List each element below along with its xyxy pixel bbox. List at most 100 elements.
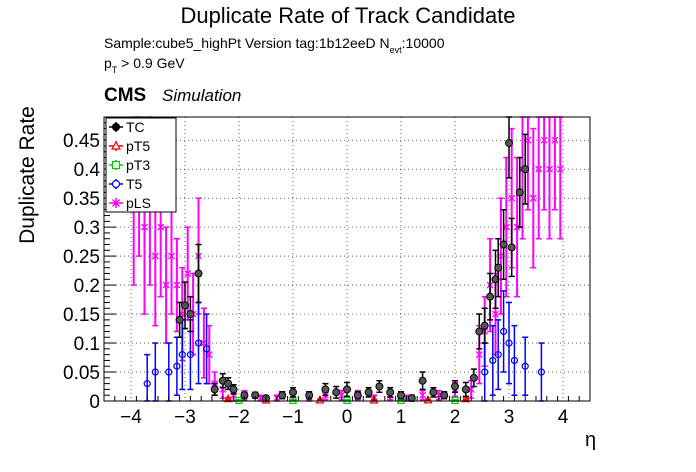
pt-symbol: p xyxy=(104,55,112,71)
legend-label: TC xyxy=(126,119,145,135)
legend-entry-t5: T5 xyxy=(109,176,143,192)
legend-entry-tc: TC xyxy=(109,119,145,135)
y-tick-label: 0.25 xyxy=(63,247,100,268)
data-point xyxy=(494,351,502,359)
data-point xyxy=(521,362,529,370)
data-point xyxy=(551,136,559,144)
data-point xyxy=(181,301,189,310)
data-point xyxy=(173,362,181,370)
data-point xyxy=(235,396,243,405)
x-tick-label: 1 xyxy=(396,407,407,428)
y-axis-label: Duplicate Rate xyxy=(16,106,39,244)
data-point xyxy=(556,165,564,173)
data-point xyxy=(429,388,438,397)
data-point xyxy=(364,388,373,397)
plot-frame xyxy=(103,116,591,402)
data-point xyxy=(481,368,489,376)
data-point xyxy=(278,391,287,400)
y-tick-label: 0 xyxy=(89,392,100,413)
data-point xyxy=(289,388,297,397)
data-point xyxy=(451,382,459,391)
data-point xyxy=(419,391,427,399)
data-point xyxy=(480,321,489,330)
legend-marker xyxy=(112,123,120,131)
x-tick-label: −2 xyxy=(228,407,250,428)
data-point xyxy=(184,270,192,277)
legend-label: T5 xyxy=(126,176,143,192)
legend-marker xyxy=(110,140,122,150)
y-tick-label: 0.4 xyxy=(74,160,101,181)
data-point xyxy=(418,376,427,385)
data-point xyxy=(175,315,184,324)
y-tick-label: 0.3 xyxy=(74,218,100,239)
nevt-value: :10000 xyxy=(402,35,445,51)
cms-label: CMS xyxy=(104,85,146,106)
data-marks xyxy=(130,116,564,405)
data-point xyxy=(224,379,233,388)
data-point xyxy=(165,368,173,376)
data-point xyxy=(451,396,459,405)
y-tick-label: 0.15 xyxy=(63,305,100,326)
data-point xyxy=(157,223,165,231)
data-point xyxy=(203,345,211,353)
data-point xyxy=(515,188,524,197)
data-point xyxy=(168,252,175,260)
data-point xyxy=(194,269,203,278)
data-point xyxy=(540,136,548,144)
data-point xyxy=(407,394,416,403)
legend-entry-pt5: pT5 xyxy=(109,138,150,154)
x-tick-label: 3 xyxy=(504,407,515,428)
data-point xyxy=(321,385,330,394)
data-point xyxy=(505,339,513,347)
data-point xyxy=(229,385,238,394)
pt-subscript: T xyxy=(112,65,118,75)
data-point xyxy=(186,351,194,359)
data-point xyxy=(492,310,499,318)
y-tick-label: 0.1 xyxy=(74,334,100,355)
pt-cut-label: pT > 0.9 GeV xyxy=(104,55,185,75)
data-point xyxy=(475,351,483,359)
x-tick-label: 0 xyxy=(342,407,353,428)
data-point xyxy=(386,388,395,397)
series-tc xyxy=(175,116,530,403)
pt-cut-value: > 0.9 GeV xyxy=(117,55,185,71)
data-point xyxy=(521,165,530,174)
data-point xyxy=(535,165,543,173)
y-tick-label: 0.35 xyxy=(63,189,100,210)
data-point xyxy=(343,385,351,394)
x-tick-label: −1 xyxy=(282,407,304,428)
data-point xyxy=(499,240,508,249)
legend-entry-pt3: pT3 xyxy=(109,157,150,173)
data-point xyxy=(489,356,497,365)
data-point xyxy=(546,165,553,173)
data-point xyxy=(194,339,203,347)
data-point xyxy=(423,395,433,404)
data-point xyxy=(143,380,151,388)
data-point xyxy=(151,252,159,260)
data-point xyxy=(461,393,471,403)
legend-marker xyxy=(111,160,121,170)
legend-marker xyxy=(111,179,121,189)
data-point xyxy=(151,368,159,376)
sample-text: Sample:cube5_highPt Version tag:1b12eeD … xyxy=(104,35,390,51)
legend-label: pLS xyxy=(126,195,151,211)
data-point xyxy=(507,243,516,252)
data-point xyxy=(500,327,508,336)
sample-label: Sample:cube5_highPt Version tag:1b12eeD … xyxy=(104,35,445,55)
data-point xyxy=(375,382,384,391)
data-point xyxy=(315,395,325,404)
data-point xyxy=(210,385,219,394)
data-point xyxy=(173,281,181,289)
x-tick-label: −4 xyxy=(120,407,142,428)
data-point xyxy=(537,368,546,376)
y-tick-label: 0.2 xyxy=(74,276,100,297)
data-point xyxy=(529,194,537,202)
data-point xyxy=(178,351,186,359)
data-point xyxy=(475,327,484,336)
data-point xyxy=(510,356,519,365)
legend-marker xyxy=(112,199,120,207)
data-point xyxy=(469,373,478,382)
data-point xyxy=(494,263,503,272)
x-tick-label: −3 xyxy=(174,407,196,428)
